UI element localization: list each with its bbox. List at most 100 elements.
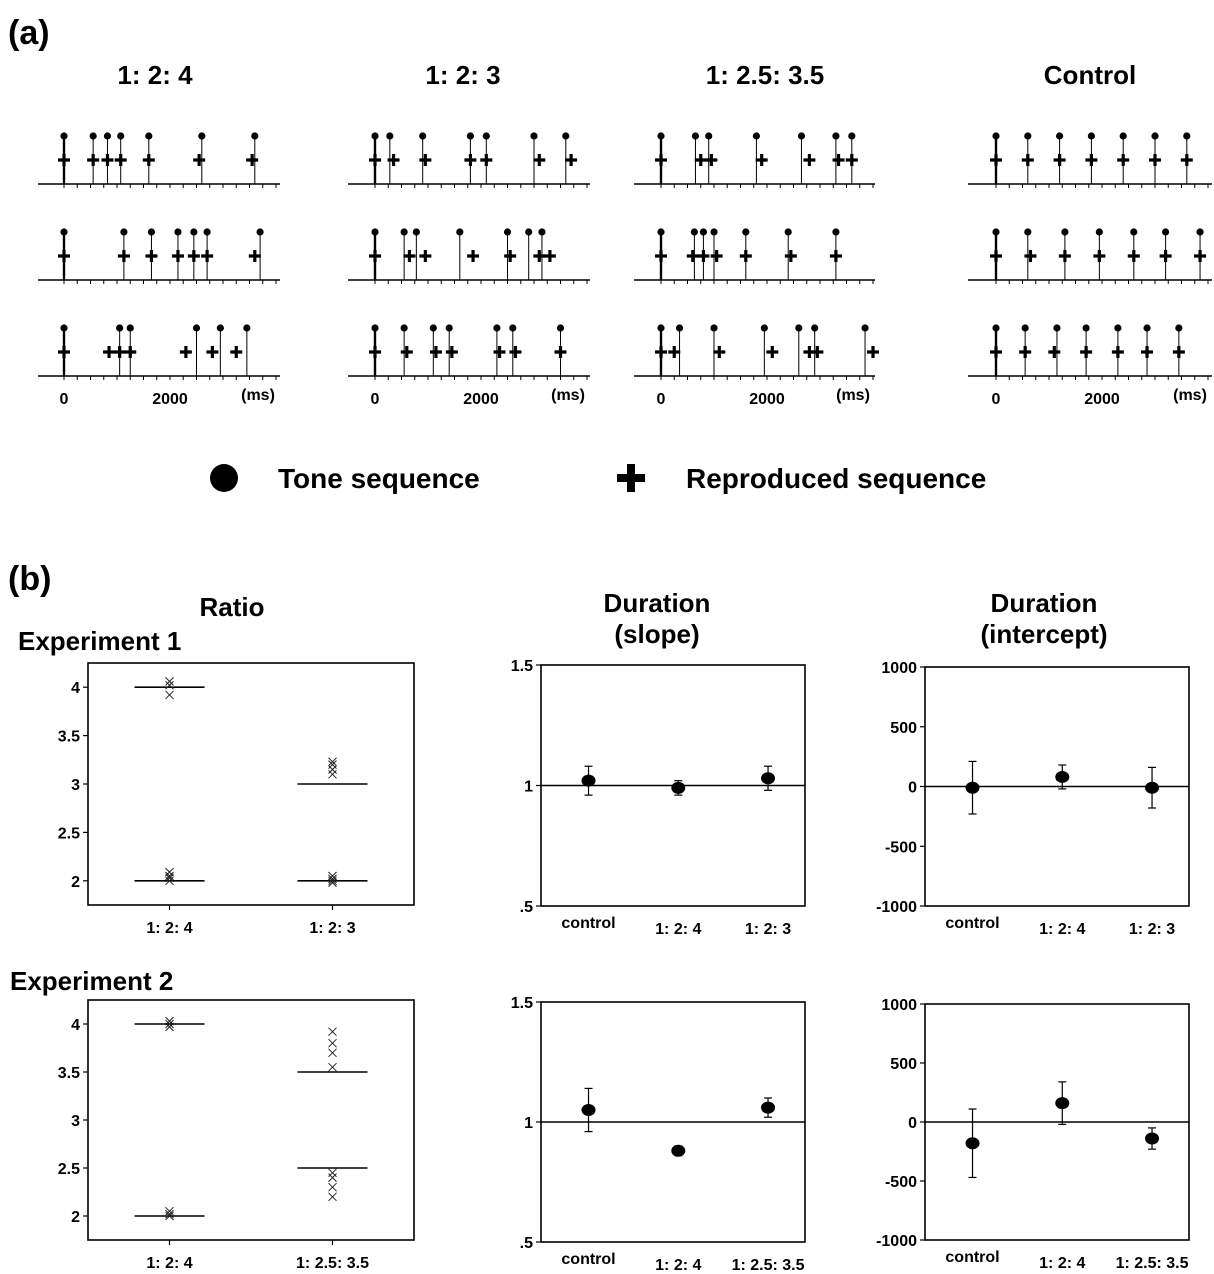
mean-point xyxy=(1055,1097,1070,1110)
reproduced-point xyxy=(246,154,259,166)
reproduced-point xyxy=(509,346,522,358)
tone-point xyxy=(675,324,684,332)
reproduced-point xyxy=(480,154,493,166)
tone-point xyxy=(690,228,698,236)
tone-point xyxy=(400,228,408,236)
reproduced-point xyxy=(103,346,116,358)
x-tick-label: 0 xyxy=(371,391,380,408)
tone-point xyxy=(117,132,125,140)
col-title-intercept-line2: (intercept) xyxy=(980,619,1107,649)
reproduced-point xyxy=(533,250,546,262)
reproduced-point xyxy=(1019,346,1032,358)
tone-point xyxy=(1143,324,1151,332)
x-tick-label: 1: 2: 4 xyxy=(146,920,192,937)
reproduced-point xyxy=(1159,250,1172,262)
reproduced-point xyxy=(369,346,381,358)
panel-label-b: (b) xyxy=(8,560,51,598)
tone-point xyxy=(1119,132,1127,140)
sequence-row-1 xyxy=(348,132,590,188)
tone-point xyxy=(509,324,517,332)
reproduced-point xyxy=(811,346,824,358)
y-tick-label: 2.5 xyxy=(58,1161,80,1178)
reproduced-point xyxy=(990,346,1002,358)
tone-point xyxy=(784,228,792,236)
reproduced-point xyxy=(369,154,381,166)
x-tick-label: 2000 xyxy=(749,391,785,408)
x-tick-label: 1: 2: 4 xyxy=(1039,921,1085,938)
tone-point xyxy=(482,132,490,140)
sequence-panel-2: 1: 2: 3 0 2000 (ms) xyxy=(348,60,590,408)
sequence-row-3 xyxy=(968,324,1212,380)
reproduced-point xyxy=(697,250,710,262)
tone-point xyxy=(1196,228,1204,236)
tone-point xyxy=(412,228,420,236)
reproduced-point xyxy=(1141,346,1154,358)
tone-point xyxy=(1114,324,1122,332)
sequence-row-1 xyxy=(38,132,280,188)
panel-label-a: (a) xyxy=(8,14,50,52)
tone-point xyxy=(60,228,68,236)
tone-point xyxy=(832,228,840,236)
tone-point xyxy=(797,132,806,140)
mean-point xyxy=(761,1101,776,1114)
tone-point xyxy=(445,324,453,332)
y-tick-label: 4 xyxy=(71,680,80,697)
tone-point xyxy=(371,132,379,140)
x-tick-label: 1: 2.5: 3.5 xyxy=(1116,1255,1189,1272)
sequence-panel-title: 1: 2: 4 xyxy=(117,60,193,90)
reproduced-point xyxy=(554,346,567,358)
reproduced-point xyxy=(58,250,70,262)
reproduced-point xyxy=(101,154,114,166)
reproduced-point xyxy=(1093,250,1106,262)
reproduced-point xyxy=(464,154,477,166)
reproduced-point xyxy=(845,154,858,166)
tone-point xyxy=(848,132,856,140)
reproduced-point xyxy=(124,346,137,358)
tone-point xyxy=(251,132,259,140)
tone-point xyxy=(795,324,803,332)
legend-tone-label: Tone sequence xyxy=(278,463,480,494)
sequence-row-2 xyxy=(968,228,1212,284)
tone-point xyxy=(126,324,134,332)
x-tick-label: 1: 2: 4 xyxy=(655,1257,701,1274)
subject-point xyxy=(328,871,337,881)
subject-point xyxy=(328,1048,337,1058)
tone-point xyxy=(371,228,379,236)
reproduced-point xyxy=(803,154,816,166)
tone-point xyxy=(419,132,427,140)
sequence-row-1 xyxy=(634,132,875,188)
y-tick-label: 1000 xyxy=(881,660,917,677)
y-tick-label: 1.5 xyxy=(511,995,533,1012)
reproduced-point xyxy=(114,154,127,166)
subject-point xyxy=(328,1192,337,1202)
subject-point xyxy=(165,1209,174,1219)
sequence-panel-title: 1: 2: 3 xyxy=(425,60,500,90)
reproduced-point xyxy=(171,250,184,262)
ratio-panel-exp1: 2 2.5 3 3.5 4 1: 2: 4 1: 2: 3 xyxy=(58,662,415,937)
x-tick-label: control xyxy=(945,915,999,932)
reproduced-point xyxy=(201,250,214,262)
y-tick-label: 0 xyxy=(908,780,917,797)
tone-point xyxy=(1175,324,1183,332)
tone-point xyxy=(400,324,408,332)
tone-point xyxy=(145,132,153,140)
ratio-panel-exp2: 2 2.5 3 3.5 4 1: 2: 4 1: 2.5: 3.5 xyxy=(58,999,415,1272)
y-tick-label: 3 xyxy=(71,1113,80,1130)
reproduced-point xyxy=(1085,154,1098,166)
mean-point xyxy=(1055,770,1070,783)
tone-point xyxy=(1087,132,1095,140)
reproduced-point xyxy=(419,154,432,166)
mean-point xyxy=(761,772,776,785)
tone-point xyxy=(1162,228,1170,236)
y-tick-label: 0 xyxy=(908,1115,917,1132)
tone-point xyxy=(386,132,394,140)
sequence-row-3 xyxy=(348,324,590,380)
sequence-row-1 xyxy=(968,132,1212,188)
y-tick-label: 1 xyxy=(524,779,533,796)
reproduced-point xyxy=(1111,346,1124,358)
reproduced-point xyxy=(867,346,879,358)
y-tick-label: 2 xyxy=(71,1209,80,1226)
subject-point xyxy=(328,874,337,884)
reproduced-point xyxy=(58,154,70,166)
tone-point xyxy=(198,132,206,140)
